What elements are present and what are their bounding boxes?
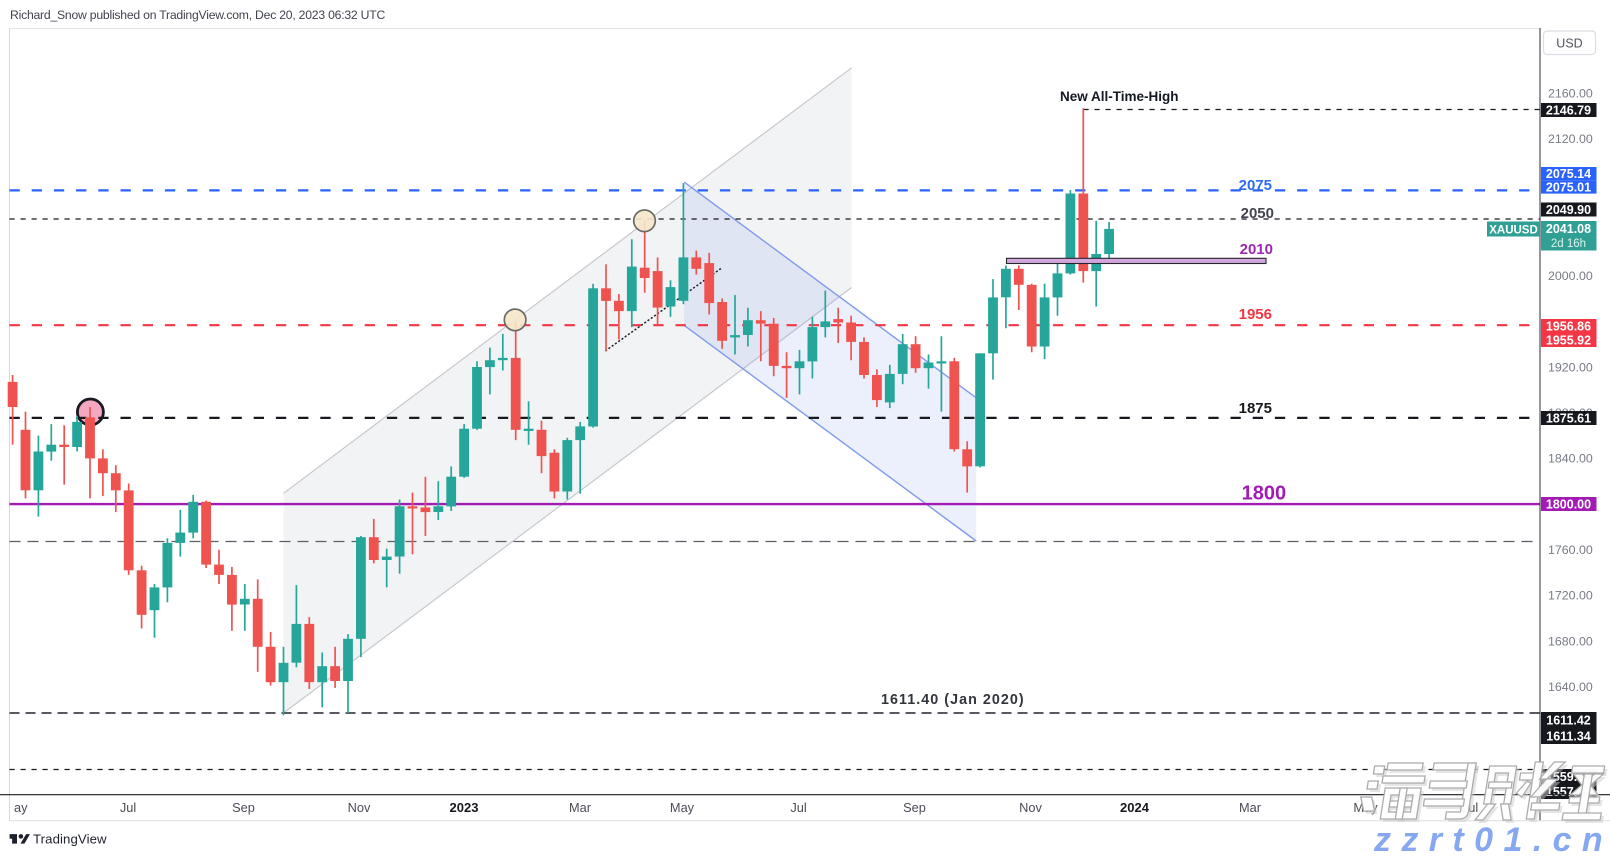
- svg-text:2d 16h: 2d 16h: [1551, 238, 1586, 250]
- svg-text:2000.00: 2000.00: [1548, 269, 1593, 283]
- svg-text:1680.00: 1680.00: [1548, 634, 1593, 648]
- svg-text:1800.00: 1800.00: [1546, 497, 1591, 511]
- svg-text:1955.92: 1955.92: [1546, 333, 1591, 347]
- svg-text:1875: 1875: [1239, 400, 1272, 417]
- svg-text:1611.42: 1611.42: [1546, 713, 1591, 727]
- svg-text:USD: USD: [1556, 36, 1582, 50]
- svg-text:2049.90: 2049.90: [1546, 203, 1591, 217]
- svg-text:1800: 1800: [1242, 483, 1287, 505]
- svg-text:2120.00: 2120.00: [1548, 132, 1593, 146]
- svg-text:zzrt01.cn: zzrt01.cn: [1373, 821, 1610, 857]
- svg-text:Mar: Mar: [569, 800, 592, 815]
- svg-text:May: May: [670, 800, 695, 815]
- svg-text:2075: 2075: [1239, 177, 1272, 194]
- svg-text:2075.14: 2075.14: [1546, 167, 1591, 181]
- svg-text:2024: 2024: [1120, 800, 1150, 815]
- svg-text:Sep: Sep: [232, 800, 255, 815]
- svg-text:2010: 2010: [1240, 241, 1273, 258]
- svg-text:Nov: Nov: [1019, 800, 1042, 815]
- svg-text:Sep: Sep: [903, 800, 926, 815]
- svg-text:1611.40 (Jan 2020): 1611.40 (Jan 2020): [881, 692, 1025, 708]
- svg-text:Jul: Jul: [120, 800, 136, 815]
- svg-text:1720.00: 1720.00: [1548, 589, 1593, 603]
- svg-text:New All-Time-High: New All-Time-High: [1060, 89, 1179, 104]
- svg-text:2041.08: 2041.08: [1546, 222, 1591, 236]
- svg-text:Richard_Snow published on Trad: Richard_Snow published on TradingView.co…: [10, 8, 385, 22]
- svg-text:2023: 2023: [450, 800, 479, 815]
- svg-text:1640.00: 1640.00: [1548, 680, 1593, 694]
- svg-text:ay: ay: [14, 800, 28, 815]
- svg-text:Jul: Jul: [790, 800, 806, 815]
- svg-text:2146.79: 2146.79: [1546, 103, 1591, 117]
- svg-text:1956.86: 1956.86: [1546, 319, 1591, 333]
- svg-text:2075.01: 2075.01: [1546, 180, 1591, 194]
- svg-text:XAUUSD: XAUUSD: [1489, 224, 1538, 236]
- svg-text:Nov: Nov: [348, 800, 371, 815]
- svg-text:Mar: Mar: [1239, 800, 1262, 815]
- svg-text:2050: 2050: [1241, 205, 1274, 222]
- svg-text:1920.00: 1920.00: [1548, 360, 1593, 374]
- svg-text:2160.00: 2160.00: [1548, 86, 1593, 100]
- svg-text:1760.00: 1760.00: [1548, 543, 1593, 557]
- svg-text:1840.00: 1840.00: [1548, 452, 1593, 466]
- svg-text:TradingView: TradingView: [33, 832, 107, 847]
- svg-text:1611.34: 1611.34: [1546, 729, 1591, 743]
- svg-text:1956: 1956: [1239, 306, 1272, 323]
- svg-text:1875.61: 1875.61: [1546, 411, 1591, 425]
